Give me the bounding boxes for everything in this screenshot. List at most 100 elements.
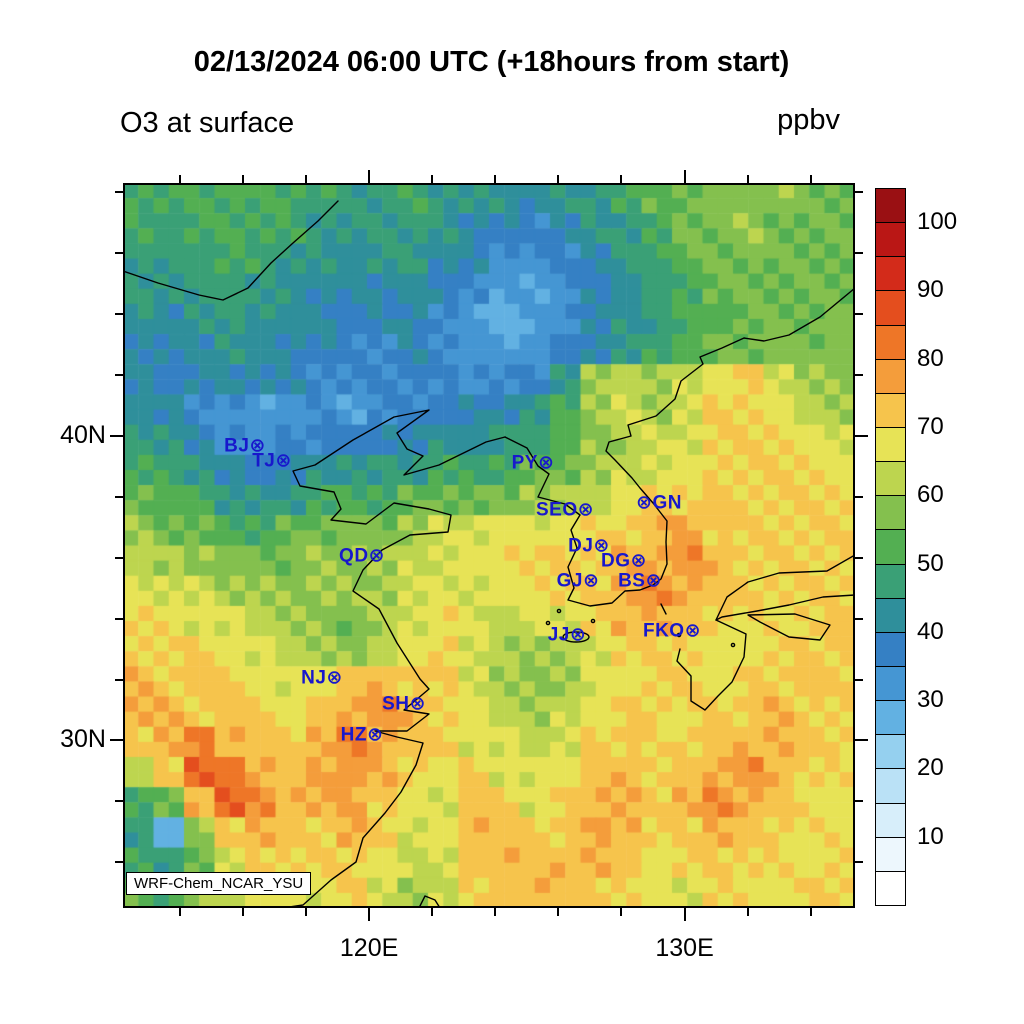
station-qd: QD⊗ bbox=[339, 545, 385, 567]
islet bbox=[545, 620, 551, 626]
tick-mark bbox=[115, 800, 123, 803]
tick-mark bbox=[494, 175, 497, 183]
colorbar-label: 70 bbox=[917, 413, 944, 440]
colorbar-label: 10 bbox=[917, 822, 944, 850]
figure-title: 02/13/2024 06:00 UTC (+18hours from star… bbox=[193, 46, 790, 78]
shikoku-coastline bbox=[747, 613, 831, 641]
station-nj: NJ⊗ bbox=[301, 667, 343, 689]
tsushima-island bbox=[660, 603, 667, 615]
islet bbox=[590, 618, 596, 624]
honshu-north-coastline bbox=[715, 554, 855, 621]
colorbar bbox=[875, 188, 906, 906]
tick-mark bbox=[746, 908, 749, 916]
heatmap-canvas bbox=[123, 183, 855, 908]
china-coastline bbox=[282, 409, 506, 908]
colorbar-box bbox=[875, 700, 906, 736]
tick-mark bbox=[746, 175, 749, 183]
y-axis-label-40n: 40N bbox=[60, 420, 106, 449]
tick-mark bbox=[855, 739, 868, 742]
station-dj: DJ⊗ bbox=[568, 535, 610, 557]
colorbar-label: 20 bbox=[917, 754, 944, 782]
tick-mark bbox=[241, 908, 244, 916]
tick-mark bbox=[557, 175, 560, 183]
tick-mark bbox=[855, 373, 863, 376]
colorbar-label: 100 bbox=[917, 208, 958, 236]
colorbar-label: 50 bbox=[917, 549, 944, 577]
tick-mark bbox=[110, 739, 123, 742]
tick-mark bbox=[115, 373, 123, 376]
tick-mark bbox=[115, 861, 123, 864]
tick-mark bbox=[115, 495, 123, 498]
tick-mark bbox=[855, 861, 863, 864]
station-hz: HZ⊗ bbox=[340, 724, 384, 746]
colorbar-box bbox=[875, 768, 906, 804]
colorbar-box bbox=[875, 290, 906, 326]
colorbar-box bbox=[875, 734, 906, 770]
station-bj: BJ⊗ bbox=[224, 435, 266, 457]
colorbar-box bbox=[875, 222, 906, 258]
colorbar-box bbox=[875, 870, 906, 906]
x-axis-label-130e: 130E bbox=[655, 934, 714, 962]
northwest-river bbox=[123, 200, 339, 301]
colorbar-label: 30 bbox=[917, 686, 944, 714]
tick-mark bbox=[809, 908, 812, 916]
tick-mark bbox=[557, 908, 560, 916]
tick-mark bbox=[855, 252, 863, 255]
tick-mark bbox=[115, 556, 123, 559]
tick-mark bbox=[241, 175, 244, 183]
colorbar-box bbox=[875, 188, 906, 224]
tick-mark bbox=[431, 175, 434, 183]
colorbar-box bbox=[875, 495, 906, 531]
tick-mark bbox=[809, 175, 812, 183]
tick-mark bbox=[494, 908, 497, 916]
station-gn: ⊗GN bbox=[636, 492, 682, 514]
colorbar-box bbox=[875, 427, 906, 463]
colorbar-label: 40 bbox=[917, 617, 944, 645]
tick-mark bbox=[178, 908, 181, 916]
tick-mark bbox=[620, 175, 623, 183]
tick-mark bbox=[305, 175, 307, 183]
station-py: PY⊗ bbox=[511, 452, 555, 474]
y-axis-label-30n: 30N bbox=[60, 725, 106, 754]
colorbar-box bbox=[875, 461, 906, 497]
station-tj: TJ⊗ bbox=[252, 450, 292, 472]
islet bbox=[556, 608, 562, 614]
colorbar-box bbox=[875, 597, 906, 633]
tick-mark bbox=[368, 170, 371, 183]
jeju-island bbox=[562, 631, 590, 643]
tick-mark bbox=[855, 556, 863, 559]
station-seo: SEO⊗ bbox=[535, 499, 595, 521]
colorbar-label: 90 bbox=[917, 276, 944, 304]
tick-mark bbox=[115, 313, 123, 315]
colorbar-box bbox=[875, 563, 906, 599]
map-panel: BJ⊗ TJ⊗ PY⊗ ⊗GN SEO⊗ QD⊗ DJ⊗ DG⊗ GJ⊗ BS⊗ JJ⊗ FKO⊗ NJ… bbox=[123, 183, 855, 908]
colorbar-label: 60 bbox=[917, 481, 944, 509]
tick-mark bbox=[855, 617, 863, 620]
station-gj: GJ⊗ bbox=[556, 570, 600, 592]
colorbar-box bbox=[875, 256, 906, 292]
tick-mark bbox=[115, 252, 123, 255]
tick-mark bbox=[855, 495, 863, 498]
tick-mark bbox=[855, 191, 863, 194]
unit-label: ppbv bbox=[777, 104, 840, 136]
tick-mark bbox=[115, 191, 123, 194]
model-watermark: WRF-Chem_NCAR_YSU bbox=[126, 872, 312, 895]
tick-mark bbox=[115, 678, 123, 681]
tick-mark bbox=[178, 175, 181, 183]
x-axis-label-120e: 120E bbox=[339, 934, 399, 962]
tick-mark bbox=[855, 800, 863, 803]
korea-russia-coastline bbox=[504, 287, 855, 607]
tick-mark bbox=[855, 434, 868, 437]
tick-mark bbox=[305, 908, 307, 916]
station-layer: BJ⊗ TJ⊗ PY⊗ ⊗GN SEO⊗ QD⊗ DJ⊗ DG⊗ GJ⊗ BS⊗ JJ⊗ FKO⊗ NJ… bbox=[123, 183, 855, 908]
kyushu-honshu-coastline bbox=[676, 594, 855, 711]
tick-mark bbox=[855, 678, 863, 681]
colorbar-box bbox=[875, 631, 906, 667]
tick-mark bbox=[620, 908, 623, 916]
colorbar-box bbox=[875, 529, 906, 565]
colorbar-box bbox=[875, 836, 906, 872]
islet bbox=[730, 642, 736, 648]
colorbar-box bbox=[875, 802, 906, 838]
colorbar-box bbox=[875, 666, 906, 702]
